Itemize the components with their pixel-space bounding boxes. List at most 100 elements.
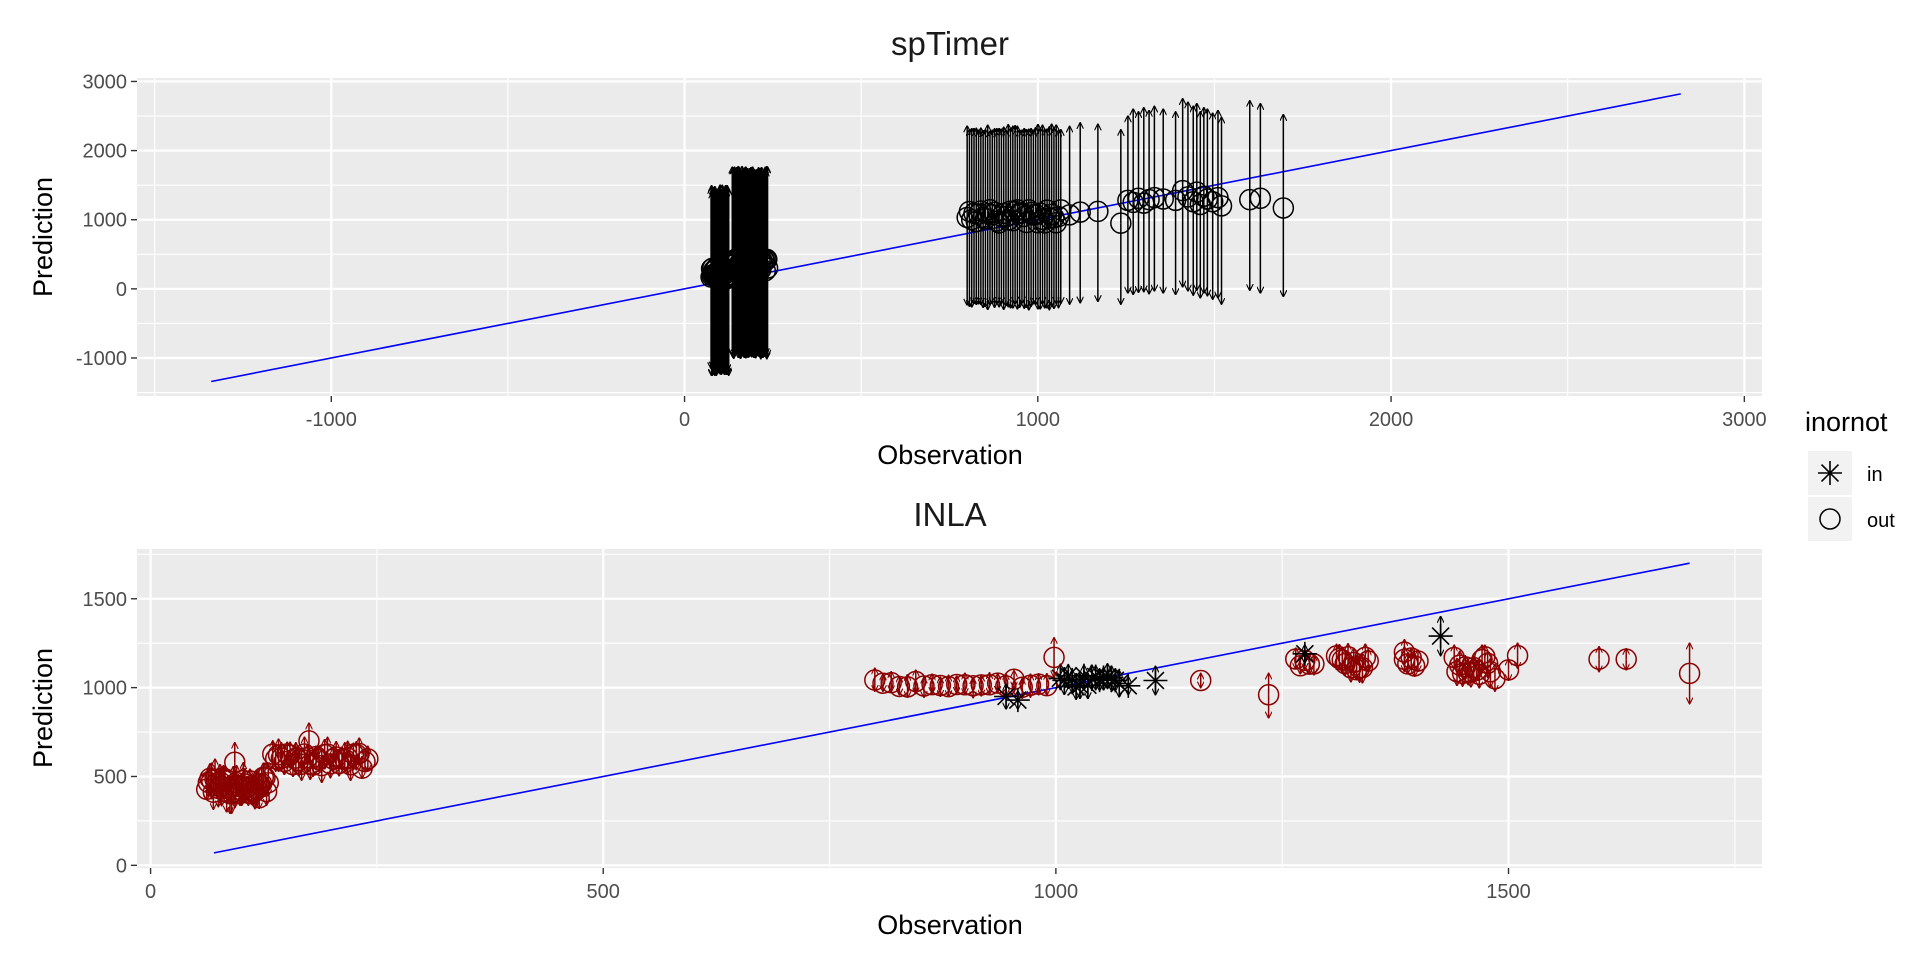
inla-title: INLA bbox=[913, 496, 986, 533]
data-point-out bbox=[967, 130, 990, 304]
circle-marker bbox=[1069, 201, 1091, 223]
circle-marker bbox=[962, 675, 984, 697]
x-tick-label: 1000 bbox=[1034, 881, 1079, 903]
data-point-out bbox=[1506, 643, 1529, 668]
data-point-in bbox=[1292, 641, 1317, 666]
data-point-out bbox=[1257, 673, 1280, 717]
circle-marker bbox=[1588, 648, 1610, 670]
circle-marker bbox=[888, 675, 911, 698]
circle-marker bbox=[937, 675, 960, 698]
x-tick-label: -1000 bbox=[306, 409, 357, 431]
circle-marker bbox=[1189, 669, 1212, 692]
circle-marker bbox=[1615, 648, 1637, 670]
y-tick-label: 500 bbox=[94, 766, 127, 788]
x-tick-label: 500 bbox=[587, 881, 620, 903]
circle-marker bbox=[1019, 674, 1042, 697]
inla-y-axis-title: Prediction bbox=[28, 648, 58, 768]
circle-marker bbox=[1036, 674, 1058, 697]
data-point-out bbox=[1678, 643, 1701, 703]
data-point-out bbox=[1210, 117, 1233, 304]
data-point-out bbox=[298, 723, 320, 759]
data-point-out bbox=[1087, 124, 1109, 301]
asterisk-marker bbox=[994, 684, 1019, 709]
data-point-out bbox=[1058, 126, 1081, 304]
circle-marker bbox=[1249, 187, 1272, 210]
circle-marker bbox=[248, 787, 270, 809]
circle-marker bbox=[298, 730, 320, 752]
sptimer-ticks: -1000 0 1000 2000 3000 -1000 0 1000 2000 3000 bbox=[76, 71, 1767, 431]
legend-asterisk bbox=[1818, 461, 1842, 485]
circle-marker bbox=[1479, 661, 1502, 683]
sptimer-grid bbox=[137, 78, 1762, 396]
y-tick-label: 0 bbox=[116, 279, 127, 301]
x-tick-label: 3000 bbox=[1722, 409, 1767, 431]
inla-ticks: 0 500 1000 1500 0 500 1000 1500 bbox=[83, 589, 1531, 903]
x-tick-label: 1500 bbox=[1486, 881, 1531, 903]
data-point-out bbox=[752, 172, 774, 358]
data-point-out bbox=[937, 675, 960, 698]
data-point-out bbox=[1004, 126, 1026, 304]
circle-marker bbox=[756, 257, 779, 279]
sptimer-y-axis-title: Prediction bbox=[28, 177, 58, 297]
circle-marker bbox=[921, 673, 943, 696]
data-point-out bbox=[357, 746, 379, 770]
circle-marker bbox=[1678, 662, 1701, 685]
legend-title: inornot bbox=[1805, 407, 1888, 437]
x-tick-label: 2000 bbox=[1369, 409, 1414, 431]
inla-grid bbox=[137, 549, 1762, 868]
data-point-out bbox=[1193, 108, 1215, 293]
circle-marker bbox=[1110, 212, 1132, 234]
circle-marker bbox=[967, 203, 990, 225]
circle-marker bbox=[872, 672, 894, 695]
data-point-out bbox=[872, 672, 894, 695]
circle-marker bbox=[1143, 186, 1166, 209]
asterisk-marker bbox=[1428, 624, 1453, 649]
data-point-out bbox=[1189, 669, 1212, 692]
circle-marker bbox=[954, 674, 976, 696]
circle-marker bbox=[1289, 655, 1312, 677]
circle-marker bbox=[1272, 197, 1295, 219]
data-point-in bbox=[1428, 617, 1453, 656]
circle-marker bbox=[1351, 656, 1374, 679]
circle-marker bbox=[1011, 676, 1033, 699]
sptimer-panel: spTimer -1000 0 1000 2000 3000 -1000 0 1000 2000… bbox=[28, 25, 1767, 470]
data-point-out bbox=[1138, 110, 1160, 293]
circle-marker bbox=[748, 256, 771, 279]
y-tick-label: 2000 bbox=[83, 141, 128, 163]
y-tick-label: 1000 bbox=[83, 678, 128, 700]
data-point-in bbox=[994, 684, 1019, 709]
reference-line bbox=[213, 562, 1690, 854]
data-point-out bbox=[754, 167, 777, 356]
inla-panel: INLA 0 500 1000 1500 0 500 1000 1500 Observatio… bbox=[28, 496, 1762, 940]
data-point-out bbox=[1043, 638, 1065, 677]
legend-key-out-circle-icon bbox=[1819, 508, 1841, 530]
data-point-out bbox=[1393, 640, 1416, 665]
circle-marker bbox=[224, 751, 246, 774]
asterisk-marker bbox=[1005, 688, 1030, 713]
data-point-out bbox=[1615, 648, 1637, 670]
data-point-out bbox=[224, 743, 246, 782]
data-point-out bbox=[1011, 130, 1033, 303]
circle-marker bbox=[970, 674, 993, 696]
data-point-out bbox=[1143, 106, 1166, 291]
sptimer-x-axis-title: Observation bbox=[877, 440, 1023, 470]
asterisk-marker bbox=[1292, 641, 1317, 666]
reference-line bbox=[211, 93, 1681, 383]
circle-marker bbox=[1027, 673, 1050, 695]
data-point-out bbox=[1249, 104, 1272, 293]
x-tick-label: 0 bbox=[679, 409, 690, 431]
circle-marker bbox=[1257, 683, 1280, 706]
circle-marker bbox=[754, 260, 777, 282]
data-point-out bbox=[1272, 115, 1295, 297]
circle-marker bbox=[756, 248, 778, 271]
circle-marker bbox=[929, 674, 952, 697]
data-point-in bbox=[1143, 666, 1168, 694]
y-tick-label: -1000 bbox=[76, 348, 127, 370]
circle-marker bbox=[1506, 644, 1529, 667]
legend-label-out: out bbox=[1867, 510, 1895, 532]
inla-marks bbox=[195, 562, 1701, 854]
asterisk-marker bbox=[1143, 668, 1168, 693]
circle-marker bbox=[1476, 652, 1499, 675]
sptimer-marks bbox=[211, 93, 1681, 383]
